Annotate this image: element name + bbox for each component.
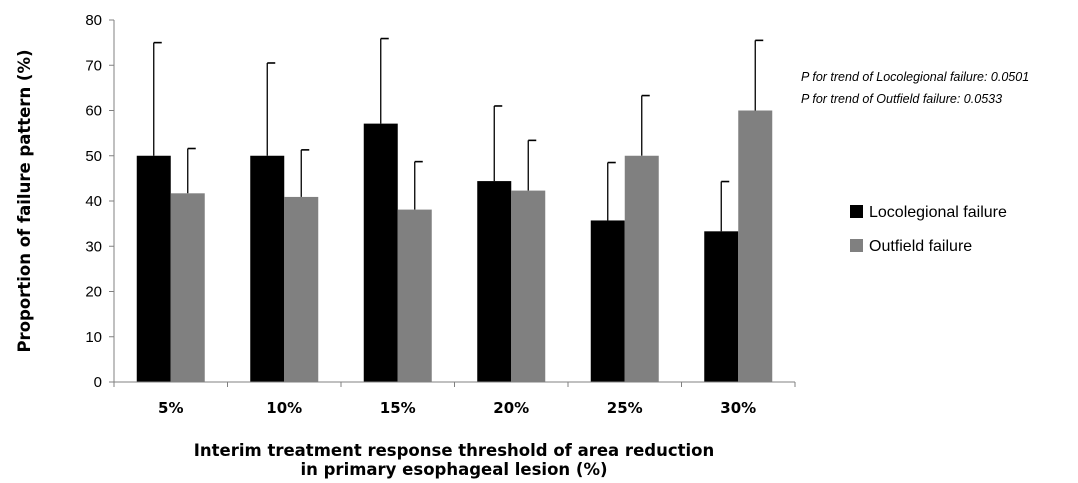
y-tick-label-2: 20 — [85, 284, 102, 301]
x-tick-label-1: 10% — [266, 399, 302, 417]
y-tick-label-3: 30 — [85, 238, 102, 255]
bars — [136, 110, 773, 382]
x-tick-label-4: 25% — [607, 399, 643, 417]
y-axis-title: Proportion of failure pattern (%) — [15, 49, 34, 352]
axes — [109, 19, 796, 387]
bar-outfield-failure-2 — [397, 209, 432, 382]
bar-locolegional-failure-4 — [590, 220, 625, 382]
x-tick-label-0: 5% — [158, 399, 183, 417]
legend: Locolegional failure Outfield failure — [850, 204, 1007, 255]
bar-outfield-failure-5 — [738, 110, 773, 382]
legend-label-outfield: Outfield failure — [869, 238, 972, 255]
y-tick-label-7: 70 — [85, 57, 102, 74]
bar-outfield-failure-0 — [170, 193, 205, 382]
bar-locolegional-failure-3 — [477, 181, 512, 382]
x-tick-label-5: 30% — [720, 399, 756, 417]
bar-locolegional-failure-0 — [136, 155, 171, 382]
trend-p-value-outfield: P for trend of Outfield failure: 0.0533 — [801, 92, 1002, 106]
y-tick-label-0: 0 — [94, 374, 102, 391]
x-tick-labels: 5% 10% 15% 20% 25% 30% — [158, 399, 756, 417]
bar-outfield-failure-3 — [511, 190, 546, 382]
y-tick-labels: 0 10 20 30 40 50 60 70 80 — [85, 12, 102, 391]
bar-outfield-failure-1 — [284, 196, 319, 382]
x-axis-title-line-2: in primary esophageal lesion (%) — [300, 460, 607, 479]
x-axis-title-line-1: Interim treatment response threshold of … — [194, 441, 714, 460]
y-tick-label-1: 10 — [85, 329, 102, 346]
bar-locolegional-failure-2 — [363, 123, 398, 382]
trend-p-value-locolegional: P for trend of Locolegional failure: 0.0… — [801, 70, 1029, 84]
x-tick-label-2: 15% — [380, 399, 416, 417]
y-tick-label-4: 40 — [85, 193, 102, 210]
bar-locolegional-failure-1 — [250, 155, 285, 382]
legend-swatch-outfield — [850, 239, 863, 252]
y-tick-label-6: 60 — [85, 103, 102, 120]
error-bars — [153, 37, 764, 232]
legend-label-locolegional: Locolegional failure — [869, 204, 1007, 221]
y-tick-label-5: 50 — [85, 148, 102, 165]
x-tick-label-3: 20% — [493, 399, 529, 417]
legend-swatch-locolegional — [850, 205, 863, 218]
bar-outfield-failure-4 — [624, 155, 659, 382]
bar-locolegional-failure-5 — [704, 231, 739, 382]
y-tick-label-8: 80 — [85, 12, 102, 29]
